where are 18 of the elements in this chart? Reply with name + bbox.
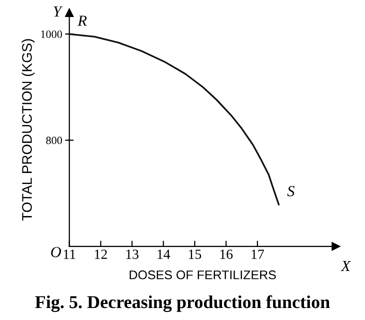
- y-axis-title: TOTAL PRODUCTION (KGS): [22, 39, 35, 221]
- text: Fig. 5. Decreasing production function: [35, 295, 330, 312]
- x-tick-label: 12: [94, 250, 107, 259]
- y-tick-label: 1000: [41, 30, 62, 38]
- x-tick-label: 15: [189, 250, 202, 259]
- annotation: S: [287, 186, 294, 196]
- x-tick-label: 16: [220, 250, 233, 259]
- text: O: [51, 246, 61, 258]
- annotation: R: [78, 16, 87, 26]
- x-tick-label: 13: [126, 250, 138, 259]
- y-tick-label: 800: [46, 136, 62, 144]
- text: X: [340, 261, 351, 272]
- x-tick-label: 11: [64, 250, 76, 259]
- x-axis-title: DOSES OF FERTILIZERS: [130, 270, 276, 280]
- text: Y: [54, 6, 63, 16]
- x-tick-label: 17: [252, 250, 264, 259]
- x-tick-label: 14: [158, 250, 170, 259]
- line-series: [69, 33, 280, 206]
